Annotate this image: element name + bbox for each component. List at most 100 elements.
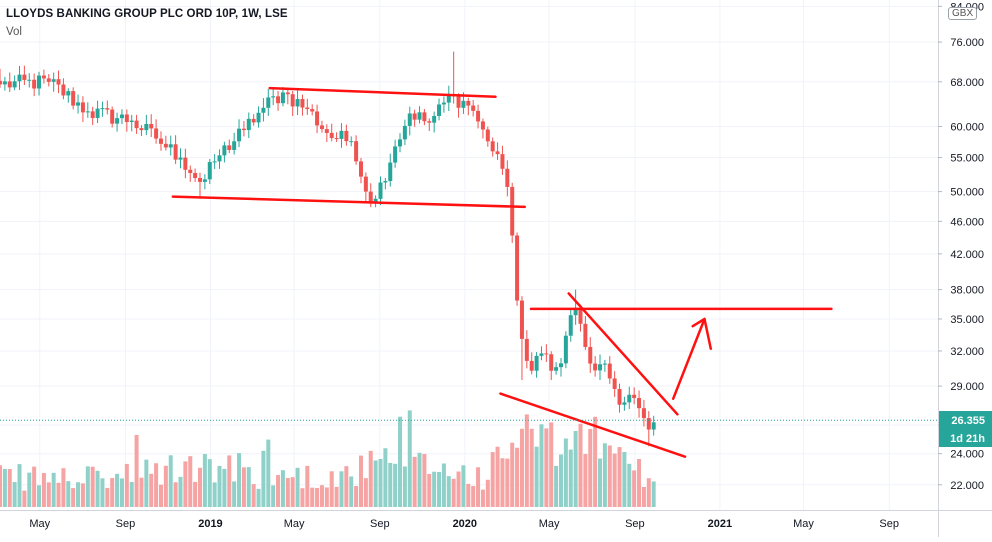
candle-body	[373, 198, 378, 202]
candle-body	[105, 108, 110, 110]
candle-body	[334, 138, 339, 140]
volume-bar	[207, 459, 212, 507]
candle-body	[217, 155, 222, 162]
volume-bar	[544, 428, 549, 507]
volume-bar	[90, 466, 95, 507]
projection-arrow-head	[691, 317, 706, 328]
volume-bar	[222, 468, 227, 507]
projection-arrow	[671, 317, 713, 400]
volume-bar	[441, 463, 446, 507]
candle-body	[2, 81, 7, 85]
volume-bar	[534, 446, 539, 507]
volume-bar	[256, 488, 261, 507]
candle-body	[46, 78, 51, 82]
candle-body	[368, 191, 373, 202]
candle-body	[393, 146, 398, 163]
volume-bar	[85, 466, 90, 507]
candle-body	[412, 113, 417, 120]
volume-bar	[637, 459, 642, 507]
volume-bar	[515, 447, 520, 507]
volume-bar	[80, 483, 85, 507]
candle-body	[266, 97, 271, 108]
volume-bar	[519, 428, 524, 507]
volume-bar	[373, 460, 378, 507]
candle-body	[510, 186, 515, 236]
candle-body	[519, 300, 524, 339]
candle-body	[617, 388, 622, 405]
volume-bar	[505, 458, 510, 507]
candle-body	[134, 120, 139, 129]
time-tick-label: May	[793, 518, 814, 530]
candle-body	[524, 338, 529, 361]
candle-body	[144, 123, 149, 131]
candle-body	[37, 75, 42, 89]
candle-body	[227, 145, 232, 150]
candle-body	[583, 323, 588, 347]
volume-bar	[602, 443, 607, 507]
candle-body	[110, 109, 115, 124]
candle-body	[573, 308, 578, 316]
candle-body	[505, 168, 510, 187]
volume-bar	[66, 481, 71, 507]
volume-bar	[632, 470, 637, 507]
candle-body	[100, 108, 105, 110]
volume-bar	[183, 461, 188, 507]
candle-body	[461, 100, 466, 108]
candle-body	[632, 394, 637, 399]
time-tick-label: Sep	[879, 518, 899, 530]
candle-body	[646, 418, 651, 430]
volume-bar	[402, 466, 407, 507]
volume-bar	[154, 463, 159, 507]
volume-bar	[105, 487, 110, 507]
candle-body	[329, 132, 334, 139]
candle-body	[158, 138, 163, 144]
volume-bar	[558, 454, 563, 507]
volume-bar	[7, 469, 12, 507]
volume-bar	[178, 476, 183, 507]
volume-bar	[129, 481, 134, 507]
volume-bar	[119, 478, 124, 507]
countdown-label: 1d 21h	[950, 433, 985, 445]
candle-body	[251, 118, 256, 123]
price-tick-label: 50.000	[950, 187, 984, 199]
volume-bar	[61, 468, 66, 507]
candle-body	[607, 363, 612, 379]
volume-bar	[422, 453, 427, 507]
volume-bar	[593, 416, 598, 507]
currency-badge[interactable]: GBX	[948, 7, 978, 20]
volume-bar	[115, 473, 120, 507]
price-tick-label: 29.000	[950, 381, 984, 393]
volume-bar	[456, 471, 461, 507]
volume-bar	[37, 485, 42, 507]
volume-bar	[134, 434, 139, 507]
candle-body	[61, 84, 66, 96]
candle-body	[602, 363, 607, 365]
chart-title: LLOYDS BANKING GROUP PLC ORD 10P, 1W, LS…	[6, 8, 288, 20]
candle-body	[256, 112, 261, 123]
candle-body	[32, 79, 37, 89]
candle-body	[17, 74, 22, 82]
candle-body	[202, 179, 207, 182]
volume-bar	[622, 451, 627, 507]
last-price-label: 26.355	[951, 415, 985, 427]
volume-bar	[290, 477, 295, 507]
volume-bar	[393, 463, 398, 507]
volume-bar	[524, 414, 529, 507]
volume-bar	[227, 455, 232, 507]
candle-body	[398, 139, 403, 147]
candle-body	[563, 335, 568, 364]
volume-bar	[324, 487, 329, 507]
volume-bar	[466, 483, 471, 507]
candle-body	[466, 100, 471, 106]
candle-body	[344, 130, 349, 142]
candle-body	[598, 364, 603, 371]
volume-bar	[646, 478, 651, 507]
volume-bar	[95, 470, 100, 507]
volume-bar	[27, 472, 32, 507]
volume-bar	[588, 428, 593, 507]
volume-bar	[651, 481, 656, 507]
volume-bar	[378, 458, 383, 507]
candle-body	[417, 112, 422, 120]
